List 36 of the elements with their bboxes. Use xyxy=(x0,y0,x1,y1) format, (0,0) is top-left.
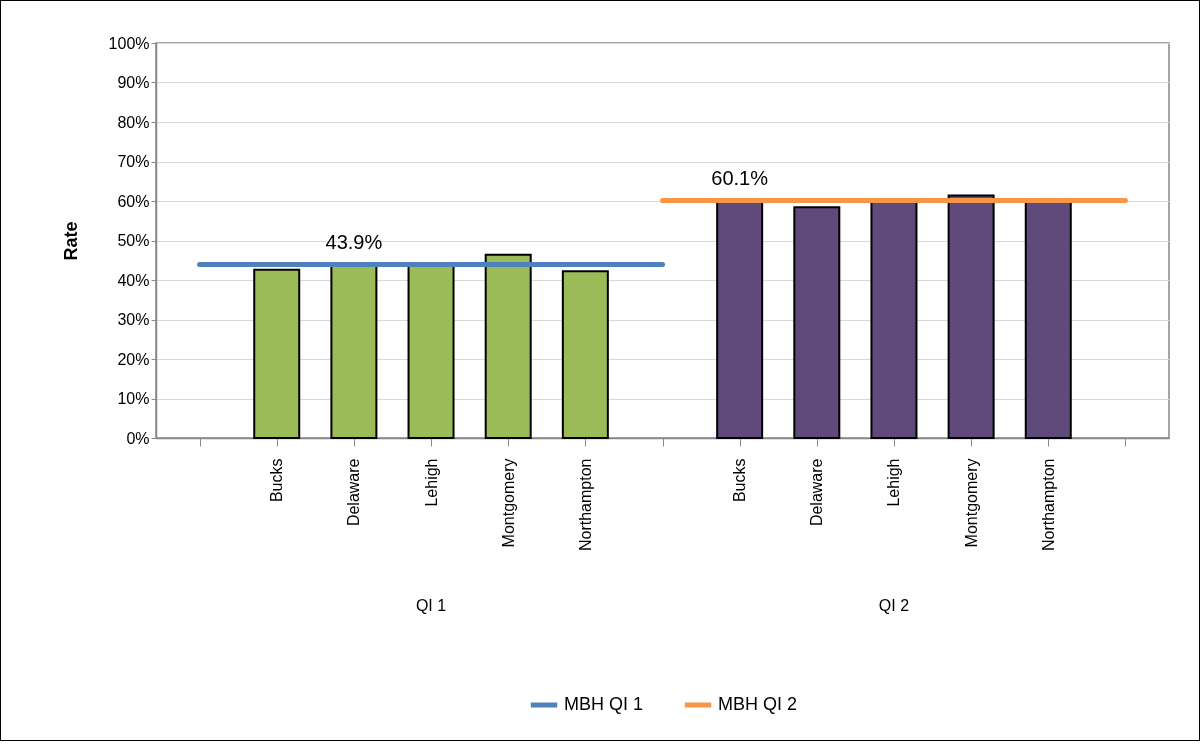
bar xyxy=(484,253,532,439)
x-tick-label: Bucks xyxy=(268,458,286,503)
y-tick-label: 50% xyxy=(117,232,150,249)
bar xyxy=(870,200,918,439)
legend-label: MBH QI 1 xyxy=(564,694,644,714)
y-tick-label: 90% xyxy=(117,74,150,91)
x-tick-label: Lehigh xyxy=(422,458,440,507)
x-tick-label: Northampton xyxy=(1039,458,1057,551)
y-axis-title: Rate xyxy=(60,221,81,261)
bar xyxy=(716,200,764,439)
bar xyxy=(253,268,301,439)
y-tick-label: 70% xyxy=(117,153,150,170)
data-label: 43.9% xyxy=(325,230,383,253)
x-tick-label: Montgomery xyxy=(962,458,980,548)
x-tick-label: Bucks xyxy=(731,458,749,503)
y-tick-label: 40% xyxy=(117,271,150,289)
y-tick-label: 80% xyxy=(117,113,150,131)
text: QI 2 xyxy=(878,597,910,614)
bar xyxy=(561,270,609,439)
bar xyxy=(1024,200,1072,439)
x-tick-label: Delaware xyxy=(808,458,826,527)
y-tick-label: 20% xyxy=(117,350,150,368)
legend-label: MBH QI 2 xyxy=(718,694,798,714)
y-tick-label: 10% xyxy=(117,390,150,407)
x-tick-label: Montgomery xyxy=(499,458,517,548)
bar xyxy=(947,194,995,439)
x-tick-label: Northampton xyxy=(576,458,594,551)
y-tick-label: 30% xyxy=(117,311,150,328)
x-tick-label: Delaware xyxy=(345,458,363,527)
x-tick-label: Lehigh xyxy=(885,458,903,507)
text: QI 1 xyxy=(415,597,447,614)
y-tick-label: 0% xyxy=(126,429,150,447)
bar xyxy=(793,206,841,439)
y-tick-label: 100% xyxy=(108,34,150,52)
data-label: 60.1% xyxy=(711,166,769,189)
y-tick-label: 60% xyxy=(117,192,150,210)
